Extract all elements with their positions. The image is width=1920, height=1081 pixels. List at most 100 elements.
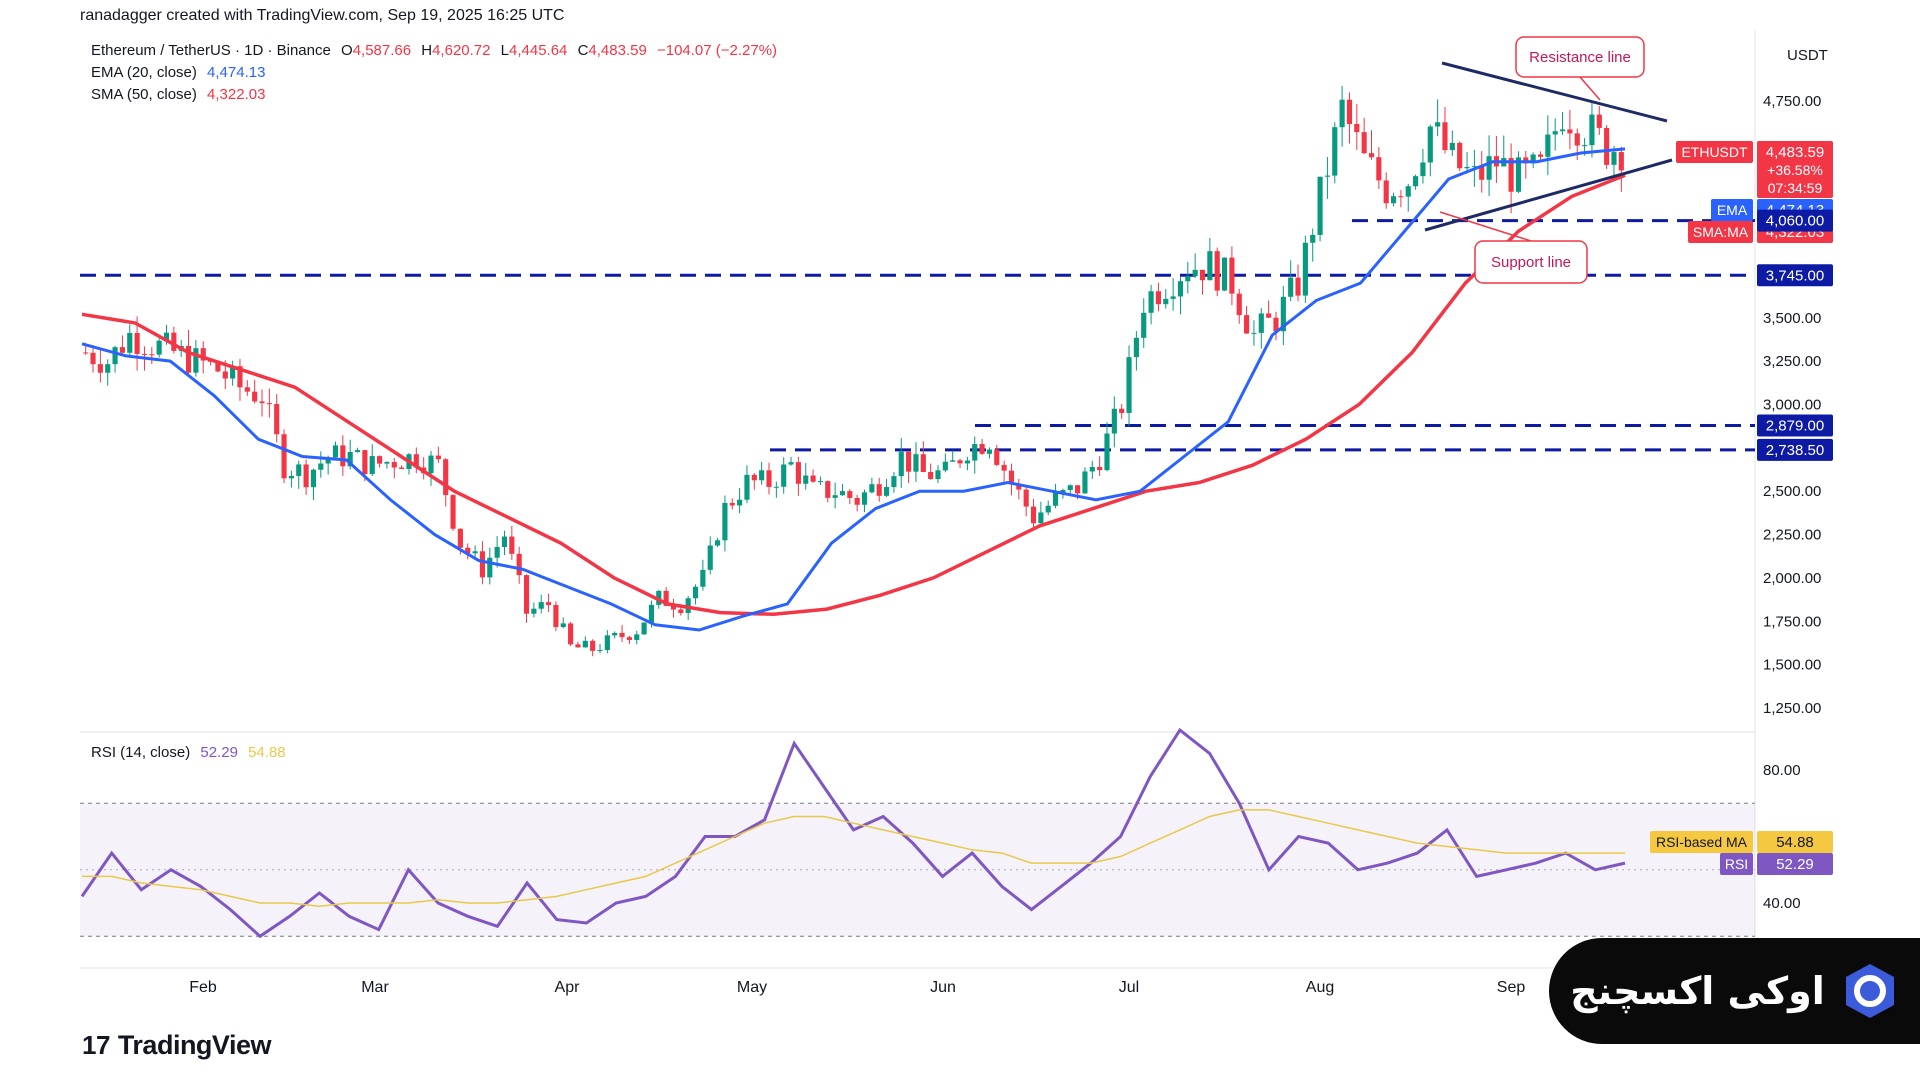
candle-body <box>582 640 588 648</box>
candle <box>1008 463 1015 496</box>
countdown-tag-text: 07:34:59 <box>1768 180 1823 196</box>
rsi-band-fill <box>80 803 1755 937</box>
candle-body <box>134 332 140 354</box>
candle <box>90 345 96 373</box>
candle <box>1552 118 1558 151</box>
sma-value: 4,322.03 <box>207 86 266 103</box>
open-value: 4,587.66 <box>352 42 412 59</box>
candle <box>1339 85 1345 147</box>
rsi-name-tag-bg <box>1720 853 1753 875</box>
time-tick-label: Mar <box>361 979 389 996</box>
candle-body <box>950 460 956 462</box>
candle-body <box>854 497 860 505</box>
candle-body <box>391 462 397 468</box>
time-tick-label: Aug <box>1306 979 1334 996</box>
price-axis-unit: USDT <box>1787 47 1828 64</box>
candle <box>1295 264 1301 302</box>
rsi-ma-line <box>82 809 1625 908</box>
last-price-tag: 4,483.59 <box>1757 141 1833 163</box>
candle-body <box>83 352 89 354</box>
candle <box>1016 478 1022 500</box>
candle <box>1244 306 1250 334</box>
candle-body <box>1273 317 1279 332</box>
candle <box>1413 174 1419 190</box>
candle-body <box>817 481 824 483</box>
candle-body <box>266 403 272 405</box>
level-tag-3745: 3,745.00 <box>1757 264 1833 287</box>
candle <box>1427 124 1433 177</box>
candle <box>1354 103 1360 150</box>
candle-body <box>413 454 419 468</box>
candle <box>1376 147 1382 189</box>
candle <box>1346 92 1353 144</box>
level-tag-4060-text: 4,060.00 <box>1766 213 1824 230</box>
candle <box>369 444 375 477</box>
candle <box>127 324 133 356</box>
candle <box>1442 107 1448 154</box>
candle-body <box>692 586 699 599</box>
candle-body <box>803 475 809 484</box>
time-tick-label: Jul <box>1119 979 1139 996</box>
rsi-value-tag: 52.29 <box>1757 853 1833 875</box>
candle-body <box>744 474 750 500</box>
candle-body <box>825 481 831 498</box>
resistance-callout-box <box>1515 36 1645 78</box>
candle <box>281 429 287 484</box>
candle <box>340 435 346 476</box>
last-price-tag-bg <box>1757 141 1833 163</box>
candle <box>692 584 699 605</box>
candle-body <box>575 644 581 648</box>
candle-body <box>1244 315 1250 334</box>
candle <box>817 476 824 486</box>
tradingview-logo: 17 TradingView <box>82 1030 271 1061</box>
rsi-ma-value-tag: 54.88 <box>1757 831 1833 853</box>
candle <box>1170 277 1176 311</box>
candle-body <box>663 590 669 606</box>
candle <box>472 545 478 558</box>
candle <box>1405 183 1411 212</box>
candle-body <box>972 444 978 461</box>
candle <box>803 463 809 490</box>
price-tick-label: 2,500.00 <box>1763 483 1821 500</box>
candle <box>1537 151 1544 160</box>
candle-body <box>935 470 941 480</box>
candle <box>1435 99 1441 137</box>
candle <box>590 639 596 657</box>
candle-body <box>1155 291 1161 305</box>
low-label: L <box>500 42 509 59</box>
price-tick-label: 2,250.00 <box>1763 527 1821 544</box>
candle <box>266 388 272 418</box>
candle <box>597 643 603 654</box>
candle <box>1368 130 1375 160</box>
candle-body <box>501 536 508 548</box>
candle-body <box>957 460 963 464</box>
candle-body <box>1038 512 1044 524</box>
candle-body <box>1471 166 1477 168</box>
price-tick-label: 3,000.00 <box>1763 397 1821 414</box>
candle-body <box>1530 154 1536 164</box>
candle-body <box>1420 162 1426 177</box>
change-value: −104.07 (−2.27%) <box>656 42 778 59</box>
candle <box>296 460 302 489</box>
candle-body <box>185 345 192 373</box>
candle-body <box>1574 133 1580 146</box>
candle-body <box>149 354 155 356</box>
level-tag-4060-bg <box>1757 209 1833 232</box>
candle-body <box>942 461 948 471</box>
exchange-badge: اوکی اکسچنج <box>1549 938 1920 1044</box>
rsi-panel <box>80 727 1626 939</box>
rsi-name-tag-text: RSI <box>1725 856 1748 872</box>
candle <box>891 472 897 493</box>
candle <box>1596 106 1602 135</box>
rsi-line <box>80 727 1626 939</box>
symbol-legend: Ethereum / TetherUS · 1D · Binance O4,58… <box>91 42 777 59</box>
candle-body <box>1141 312 1147 338</box>
candle <box>751 473 757 490</box>
candle-body <box>920 454 926 472</box>
symbol-tag-bg <box>1676 141 1753 163</box>
candle-body <box>127 332 133 353</box>
candle-body <box>457 528 463 548</box>
candle <box>604 630 610 654</box>
candle <box>575 641 581 648</box>
